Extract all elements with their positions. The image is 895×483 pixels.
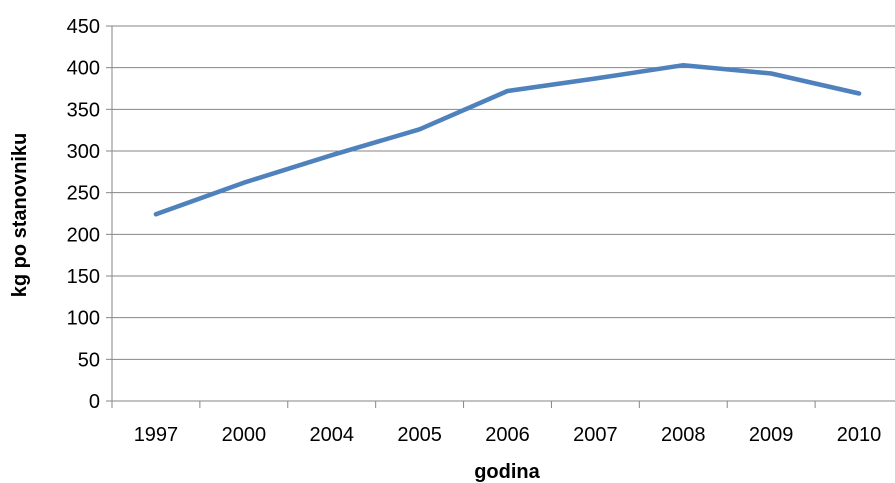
y-axis-title: kg po stanovniku — [9, 133, 31, 297]
x-tick-label: 2005 — [397, 424, 442, 446]
x-tick-label: 1997 — [134, 424, 179, 446]
y-tick-label: 50 — [78, 349, 100, 371]
x-tick-label: 2007 — [573, 424, 618, 446]
y-tick-label: 0 — [89, 391, 100, 413]
series-line-0 — [153, 62, 862, 217]
y-tick-label: 250 — [67, 183, 100, 205]
y-tick-label: 450 — [67, 16, 100, 38]
x-axis-title: godina — [474, 461, 540, 483]
series-group — [153, 62, 862, 217]
y-tick-label: 400 — [67, 58, 100, 80]
x-tick-label: 2006 — [485, 424, 530, 446]
y-tick-labels: 0 50 100 150 200 250 300 350 400 450 — [67, 16, 100, 413]
y-tick-label: 200 — [67, 224, 100, 246]
axes — [106, 25, 895, 408]
gridlines — [112, 25, 895, 360]
y-tick-label: 100 — [67, 308, 100, 330]
y-tick-label: 350 — [67, 99, 100, 121]
x-tick-labels: 1997 2000 2004 2005 2006 2007 2008 2009 2010 — [134, 424, 882, 446]
x-tick-label: 2004 — [309, 424, 354, 446]
x-tick-label: 2009 — [749, 424, 794, 446]
y-tick-label: 150 — [67, 266, 100, 288]
y-tick-label: 300 — [67, 141, 100, 163]
x-tick-label: 2008 — [661, 424, 706, 446]
x-tick-label: 2010 — [837, 424, 882, 446]
x-tick-label: 2000 — [222, 424, 267, 446]
